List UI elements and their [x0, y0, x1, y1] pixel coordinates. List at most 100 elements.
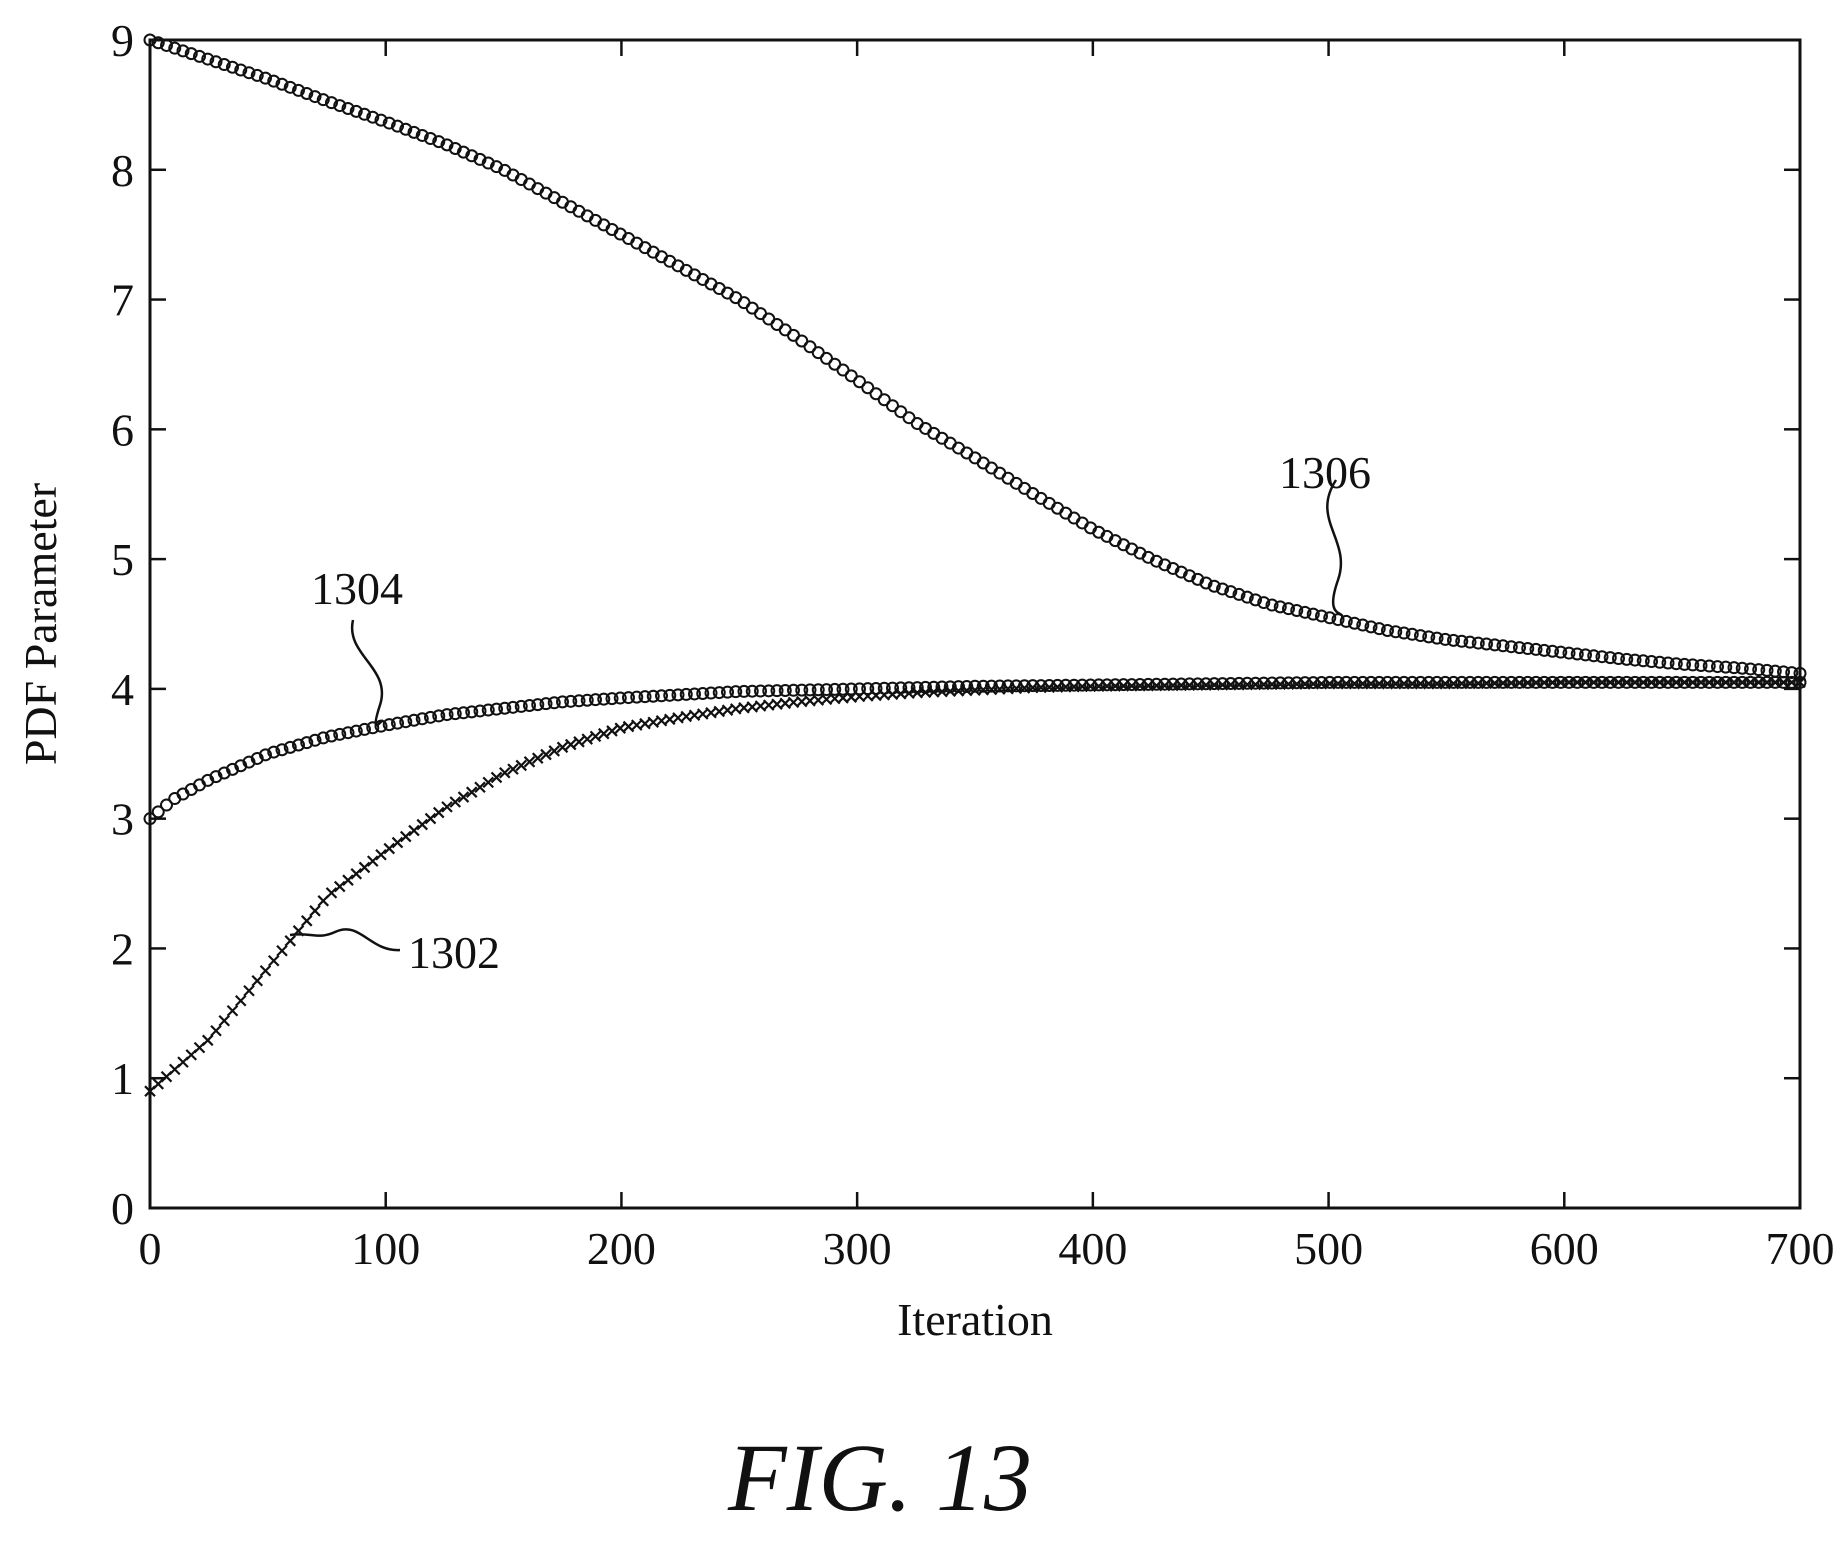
data-point	[1504, 675, 1518, 689]
data-point	[507, 763, 519, 775]
data-point	[1686, 676, 1699, 689]
data-point	[473, 704, 487, 718]
data-point	[556, 695, 569, 709]
data-point	[391, 836, 404, 849]
data-point	[737, 684, 751, 698]
data-point	[1645, 675, 1658, 689]
data-point	[1661, 675, 1675, 689]
data-point	[1628, 675, 1642, 689]
data-point	[1728, 676, 1740, 689]
data-point	[1372, 622, 1386, 636]
data-point	[457, 706, 470, 720]
data-point	[316, 93, 330, 107]
data-point	[1636, 654, 1650, 668]
data-point	[1340, 677, 1353, 690]
y-tick-label: 9	[111, 15, 134, 66]
data-point	[1496, 639, 1510, 653]
data-point	[1504, 640, 1518, 654]
data-point	[1579, 675, 1592, 689]
data-point	[151, 36, 165, 50]
data-point	[275, 743, 289, 757]
data-point	[1422, 630, 1436, 644]
data-point	[1364, 620, 1378, 634]
data-point	[184, 47, 198, 61]
data-point	[275, 77, 289, 91]
series-2	[143, 675, 1807, 826]
data-point	[325, 96, 338, 110]
data-point	[1529, 675, 1543, 689]
data-point	[1389, 625, 1403, 639]
data-point	[1587, 649, 1601, 663]
data-point	[416, 818, 429, 831]
data-point	[1216, 582, 1229, 596]
data-point	[1306, 607, 1320, 621]
data-point	[1769, 676, 1782, 689]
data-point	[383, 842, 396, 855]
data-point	[1669, 657, 1683, 671]
data-point	[391, 716, 404, 730]
data-point	[391, 119, 404, 133]
data-point	[1365, 677, 1377, 690]
data-point	[349, 104, 363, 118]
data-point	[1645, 655, 1658, 669]
data-point	[572, 694, 586, 708]
data-point	[333, 880, 346, 893]
data-point	[1752, 663, 1766, 677]
leader-1306	[1326, 479, 1344, 619]
y-tick-label: 7	[111, 275, 134, 326]
data-point	[688, 687, 701, 701]
data-point	[646, 689, 660, 703]
data-point	[308, 90, 322, 104]
data-point	[1595, 650, 1609, 664]
data-point	[671, 688, 685, 702]
data-point	[745, 684, 759, 698]
y-tick-label: 8	[111, 145, 134, 196]
data-point	[531, 752, 544, 764]
data-point	[151, 805, 165, 819]
data-point	[1513, 641, 1526, 655]
data-point	[1414, 629, 1427, 643]
data-point	[1587, 676, 1600, 689]
series-1	[143, 33, 1807, 680]
data-point	[1537, 675, 1551, 689]
data-point	[242, 66, 256, 80]
data-point	[382, 116, 396, 130]
data-point	[556, 741, 569, 754]
y-axis-label: PDF Parameter	[15, 483, 66, 765]
data-point	[1339, 614, 1353, 628]
x-tick-label: 200	[587, 1223, 656, 1274]
y-tick-label: 5	[111, 534, 134, 585]
data-point	[366, 110, 380, 124]
data-point	[1414, 677, 1427, 690]
data-point	[341, 726, 355, 740]
data-point	[218, 1014, 231, 1027]
data-point	[309, 905, 321, 917]
data-point	[1703, 676, 1716, 689]
data-point	[506, 700, 520, 714]
data-point	[490, 771, 503, 784]
data-point	[366, 721, 380, 735]
data-point	[432, 709, 446, 723]
data-point	[366, 855, 379, 867]
data-point	[408, 824, 420, 837]
data-point	[1488, 638, 1502, 652]
series-layer	[143, 33, 1807, 1097]
data-point	[1207, 579, 1221, 593]
data-point	[399, 122, 413, 136]
data-point	[358, 107, 371, 121]
data-point	[1612, 676, 1625, 689]
data-point	[1447, 633, 1460, 647]
data-point	[399, 715, 413, 729]
data-point	[1199, 576, 1213, 590]
data-point	[1521, 642, 1535, 656]
data-point	[498, 701, 512, 715]
x-tick-label: 500	[1294, 1223, 1363, 1274]
data-point	[448, 707, 462, 721]
data-point	[1562, 675, 1576, 689]
data-point	[1653, 655, 1667, 669]
data-point	[333, 727, 347, 741]
data-point	[803, 683, 817, 697]
data-point	[490, 702, 503, 716]
data-point	[1620, 676, 1633, 689]
